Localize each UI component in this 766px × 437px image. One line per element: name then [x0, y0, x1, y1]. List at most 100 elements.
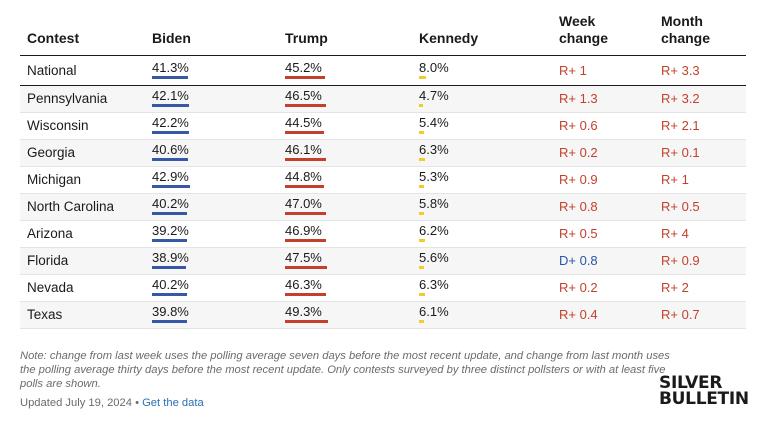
- week-change: R+ 1.3: [559, 91, 598, 106]
- methodology-note: Note: change from last week uses the pol…: [20, 350, 670, 390]
- footer-updated: Updated July 19, 2024 • Get the data: [20, 396, 204, 410]
- trump-bar: [285, 158, 326, 161]
- week-change: R+ 1: [559, 63, 587, 78]
- trump-value: 46.9%: [285, 223, 322, 238]
- biden-bar: [152, 320, 187, 323]
- month-change: R+ 2.1: [661, 118, 700, 133]
- table-row: Nevada 40.2% 46.3% 6.3% R+ 0.2 R+ 2: [20, 275, 746, 302]
- logo-line2: BULLETIN: [659, 389, 749, 409]
- week-change: R+ 0.6: [559, 118, 598, 133]
- trump-bar: [285, 104, 326, 107]
- header-trump: Trump: [285, 30, 328, 46]
- header-week-line2: change: [559, 30, 609, 46]
- biden-bar: [152, 131, 190, 134]
- month-change: R+ 2: [661, 280, 689, 295]
- header-week-change: Week change: [559, 13, 608, 47]
- table-row: Georgia 40.6% 46.1% 6.3% R+ 0.2 R+ 0.1: [20, 140, 746, 167]
- trump-value: 46.5%: [285, 88, 322, 103]
- week-change: R+ 0.5: [559, 226, 598, 241]
- contest-name: Nevada: [27, 280, 74, 295]
- kennedy-bar: [419, 131, 424, 134]
- kennedy-value: 5.6%: [419, 250, 449, 265]
- table-row: Texas 39.8% 49.3% 6.1% R+ 0.4 R+ 0.7: [20, 302, 746, 329]
- header-biden: Biden: [152, 30, 191, 46]
- kennedy-value: 4.7%: [419, 88, 449, 103]
- month-change: R+ 4: [661, 226, 689, 241]
- month-change: R+ 3.2: [661, 91, 700, 106]
- month-change: R+ 0.5: [661, 199, 700, 214]
- trump-bar: [285, 320, 329, 323]
- kennedy-bar: [419, 293, 425, 296]
- week-change: R+ 0.2: [559, 145, 598, 160]
- table-row: Pennsylvania 42.1% 46.5% 4.7% R+ 1.3 R+ 3.2: [20, 86, 746, 113]
- biden-value: 41.3%: [152, 60, 189, 75]
- get-the-data-link[interactable]: Get the data: [142, 397, 204, 409]
- table-header: Contest Biden Trump Kennedy Week change …: [20, 10, 746, 56]
- kennedy-value: 6.1%: [419, 304, 449, 319]
- table-row: Florida 38.9% 47.5% 5.6% D+ 0.8 R+ 0.9: [20, 248, 746, 275]
- biden-value: 39.8%: [152, 304, 189, 319]
- biden-bar: [152, 293, 188, 296]
- contest-name: Florida: [27, 253, 69, 268]
- table-row: North Carolina 40.2% 47.0% 5.8% R+ 0.8 R+ 0.5: [20, 194, 746, 221]
- biden-bar: [152, 76, 189, 79]
- kennedy-bar: [419, 185, 424, 188]
- kennedy-bar: [419, 266, 424, 269]
- table-body: National 41.3% 45.2% 8.0% R+ 1 R+ 3.3 Pennsylv…: [20, 56, 746, 329]
- biden-bar: [152, 212, 188, 215]
- biden-bar: [152, 185, 190, 188]
- trump-bar: [285, 239, 327, 242]
- kennedy-value: 5.4%: [419, 115, 449, 130]
- footer-separator: •: [131, 397, 143, 409]
- month-change: R+ 0.9: [661, 253, 700, 268]
- trump-bar: [285, 76, 325, 79]
- biden-value: 38.9%: [152, 250, 189, 265]
- trump-bar: [285, 212, 327, 215]
- trump-bar: [285, 293, 326, 296]
- header-contest: Contest: [27, 30, 80, 46]
- week-change: R+ 0.2: [559, 280, 598, 295]
- kennedy-value: 6.3%: [419, 277, 449, 292]
- contest-name: Pennsylvania: [27, 91, 108, 106]
- updated-date: Updated July 19, 2024: [20, 397, 132, 409]
- contest-name: Wisconsin: [27, 118, 89, 133]
- trump-value: 47.5%: [285, 250, 322, 265]
- trump-bar: [285, 266, 327, 269]
- biden-value: 42.2%: [152, 115, 189, 130]
- header-month-line2: change: [661, 30, 711, 46]
- biden-value: 40.2%: [152, 277, 189, 292]
- month-change: R+ 0.7: [661, 307, 700, 322]
- kennedy-value: 5.3%: [419, 169, 449, 184]
- trump-value: 47.0%: [285, 196, 322, 211]
- polling-table: Contest Biden Trump Kennedy Week change …: [20, 10, 746, 329]
- table-row: Arizona 39.2% 46.9% 6.2% R+ 0.5 R+ 4: [20, 221, 746, 248]
- biden-bar: [152, 158, 188, 161]
- trump-bar: [285, 131, 325, 134]
- biden-value: 42.9%: [152, 169, 189, 184]
- trump-value: 44.8%: [285, 169, 322, 184]
- contest-name: North Carolina: [27, 199, 115, 214]
- biden-value: 40.6%: [152, 142, 189, 157]
- month-change: R+ 1: [661, 172, 689, 187]
- kennedy-value: 5.8%: [419, 196, 449, 211]
- week-change: R+ 0.9: [559, 172, 598, 187]
- biden-value: 39.2%: [152, 223, 189, 238]
- trump-value: 46.1%: [285, 142, 322, 157]
- kennedy-bar: [419, 104, 424, 107]
- biden-bar: [152, 104, 189, 107]
- trump-value: 49.3%: [285, 304, 322, 319]
- contest-name: Texas: [27, 307, 63, 322]
- kennedy-bar: [419, 239, 425, 242]
- week-change: R+ 0.8: [559, 199, 598, 214]
- biden-value: 42.1%: [152, 88, 189, 103]
- trump-bar: [285, 185, 325, 188]
- month-change: R+ 0.1: [661, 145, 700, 160]
- header-week-line1: Week: [559, 13, 596, 29]
- kennedy-bar: [419, 320, 425, 323]
- silver-bulletin-logo: SILVER BULLETIN: [659, 373, 749, 409]
- trump-value: 44.5%: [285, 115, 322, 130]
- logo-line1: SILVER: [659, 373, 723, 393]
- national-row: National 41.3% 45.2% 8.0% R+ 1 R+ 3.3: [20, 56, 746, 86]
- month-change: R+ 3.3: [661, 63, 700, 78]
- kennedy-bar: [419, 158, 425, 161]
